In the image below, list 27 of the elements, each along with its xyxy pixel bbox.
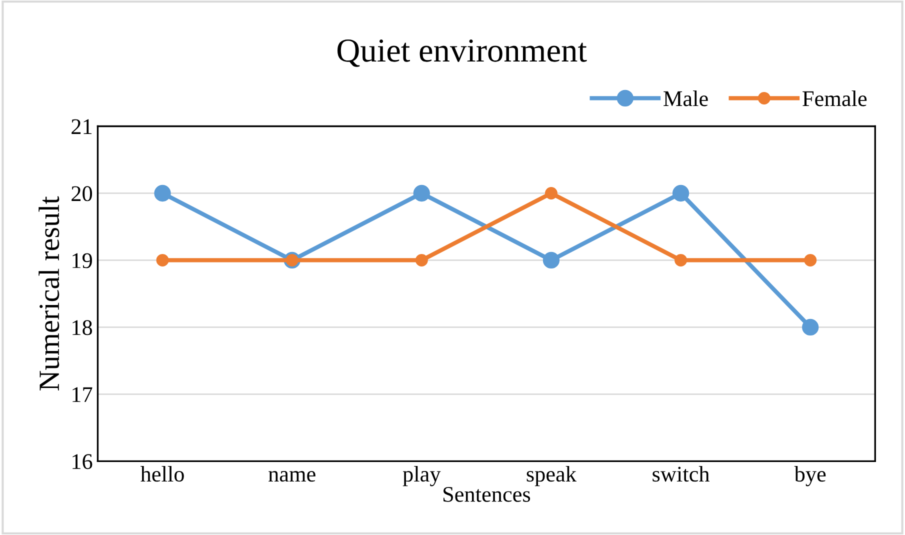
y-tick-label: 19 <box>72 253 92 268</box>
point <box>154 184 171 202</box>
x-tick-label: speak <box>526 466 577 486</box>
point <box>413 184 430 202</box>
legend-label: Female <box>802 90 867 106</box>
chart-title: Quiet environment <box>337 39 587 67</box>
point <box>156 254 169 266</box>
point <box>672 184 690 202</box>
y-tick-label: 16 <box>72 454 92 470</box>
x-tick-label: play <box>402 466 441 486</box>
y-axis-title: Numerical result <box>38 196 60 390</box>
point <box>802 318 819 336</box>
point <box>804 254 817 266</box>
point <box>415 254 428 266</box>
y-tick-label: 21 <box>72 119 92 134</box>
x-tick-label: name <box>268 470 316 482</box>
legend-label: Male <box>664 90 708 106</box>
y-tick-label: 20 <box>72 186 92 202</box>
point <box>544 186 558 200</box>
x-tick-label: switch <box>652 466 710 482</box>
point <box>674 254 688 266</box>
point <box>542 252 560 269</box>
x-tick-label: bye <box>794 466 826 486</box>
x-tick-label: hello <box>140 466 184 482</box>
x-axis-title: Sentences <box>443 486 530 502</box>
y-tick-label: 17 <box>72 387 92 402</box>
y-tick-label: 18 <box>72 320 92 336</box>
